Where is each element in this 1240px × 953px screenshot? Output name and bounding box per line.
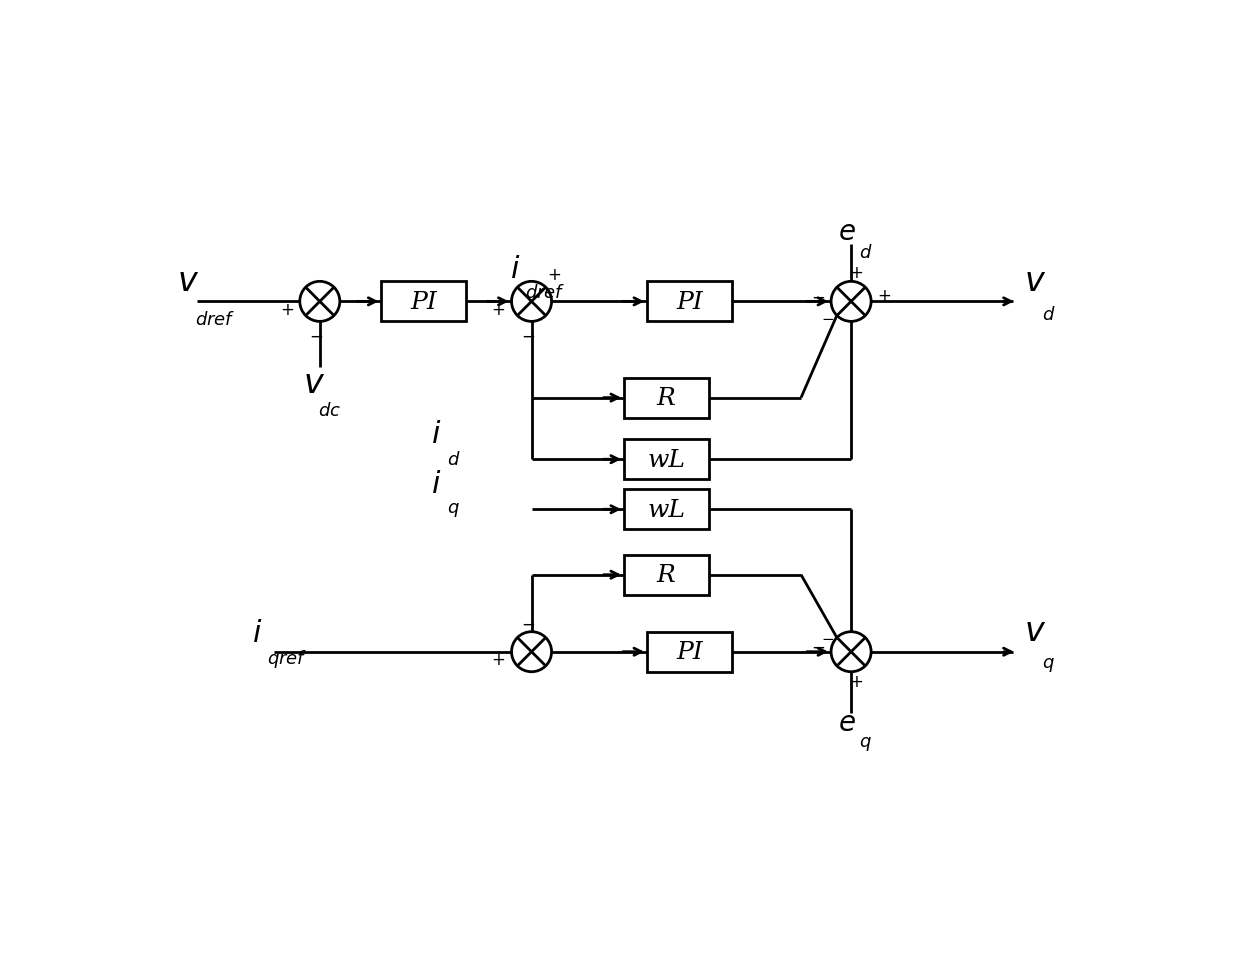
Text: $-$: $-$ <box>821 310 835 325</box>
Text: $-$: $-$ <box>309 326 324 344</box>
Bar <box>624 555 708 595</box>
Text: $i$: $i$ <box>510 254 521 284</box>
Text: $v$: $v$ <box>303 367 325 399</box>
Bar <box>647 632 732 672</box>
Text: wL: wL <box>647 498 686 521</box>
Text: $-$: $-$ <box>821 629 835 644</box>
Text: +: + <box>849 264 863 282</box>
Text: $-$: $-$ <box>521 614 534 632</box>
Text: $-$: $-$ <box>811 637 825 655</box>
Text: $-$: $-$ <box>811 287 825 305</box>
Text: $qref$: $qref$ <box>268 647 308 669</box>
Bar <box>647 282 732 322</box>
Bar <box>624 439 708 479</box>
Text: +: + <box>491 301 506 318</box>
Text: $v$: $v$ <box>1024 615 1047 647</box>
Text: $i$: $i$ <box>252 618 263 647</box>
Text: +: + <box>548 266 562 284</box>
Text: PI: PI <box>676 640 703 663</box>
Text: PI: PI <box>676 291 703 314</box>
Text: $q$: $q$ <box>446 501 460 519</box>
Text: $-$: $-$ <box>521 326 534 344</box>
Text: $d$: $d$ <box>859 243 872 261</box>
Text: $e$: $e$ <box>838 709 856 737</box>
Text: +: + <box>877 287 892 305</box>
Text: $d$: $d$ <box>446 451 460 469</box>
Text: $i$: $i$ <box>432 419 441 448</box>
Text: $i$: $i$ <box>432 469 441 498</box>
Text: PI: PI <box>410 291 438 314</box>
Text: wL: wL <box>647 448 686 471</box>
Text: $dc$: $dc$ <box>319 402 341 419</box>
Text: $v$: $v$ <box>1024 265 1047 297</box>
Bar <box>624 378 708 418</box>
Text: $q$: $q$ <box>1042 656 1055 674</box>
Text: $dref$: $dref$ <box>526 283 565 301</box>
Bar <box>624 490 708 530</box>
Text: +: + <box>849 672 863 690</box>
Text: $q$: $q$ <box>859 734 872 752</box>
Text: +: + <box>491 651 506 669</box>
Text: $d$: $d$ <box>1042 306 1055 324</box>
Text: R: R <box>657 563 676 587</box>
Text: $e$: $e$ <box>838 218 856 246</box>
Text: $dref$: $dref$ <box>195 311 236 329</box>
Bar <box>382 282 466 322</box>
Text: $v$: $v$ <box>177 265 200 297</box>
Text: R: R <box>657 387 676 410</box>
Text: +: + <box>280 301 294 318</box>
